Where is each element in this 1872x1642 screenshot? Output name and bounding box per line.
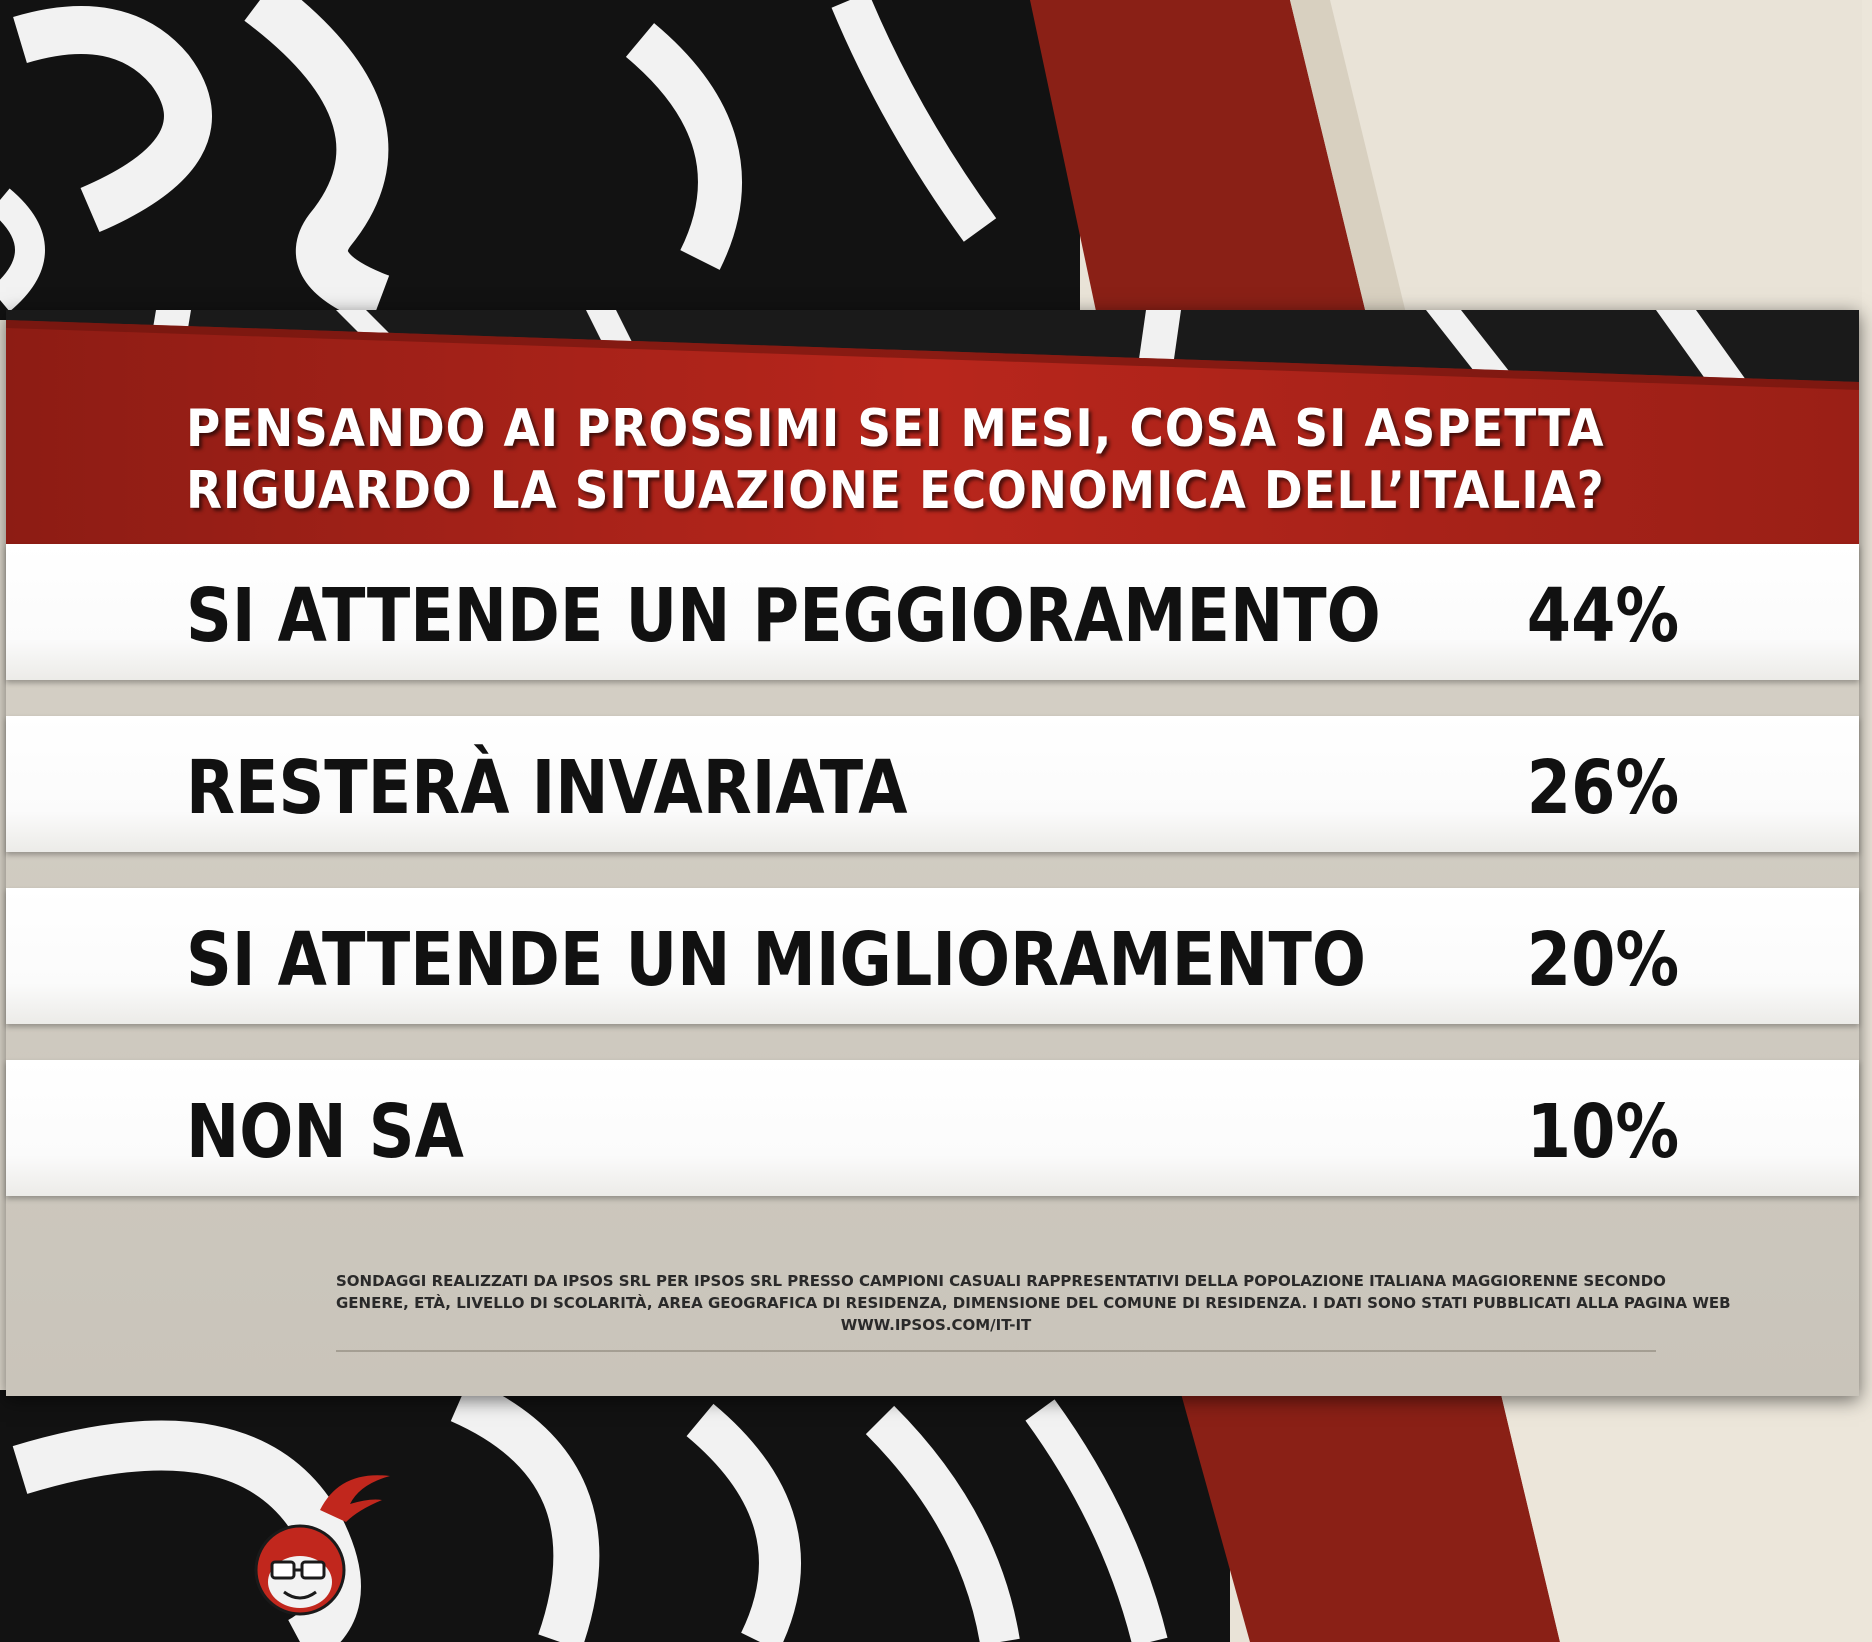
table-row: SI ATTENDE UN MIGLIORAMENTO 20% <box>6 888 1859 1024</box>
question-title: PENSANDO AI PROSSIMI SEI MESI, COSA SI A… <box>186 398 1604 522</box>
row-label: NON SA <box>186 1089 464 1175</box>
row-label: SI ATTENDE UN MIGLIORAMENTO <box>186 917 1366 1003</box>
row-value: 26% <box>1526 745 1679 831</box>
source-footnote: SONDAGGI REALIZZATI DA IPSOS SRL PER IPS… <box>336 1270 1731 1336</box>
question-header: PENSANDO AI PROSSIMI SEI MESI, COSA SI A… <box>6 310 1859 544</box>
table-row: SI ATTENDE UN PEGGIORAMENTO 44% <box>6 544 1859 680</box>
row-label: SI ATTENDE UN PEGGIORAMENTO <box>186 573 1381 659</box>
question-line-1: PENSANDO AI PROSSIMI SEI MESI, COSA SI A… <box>186 399 1605 459</box>
poll-panel: PENSANDO AI PROSSIMI SEI MESI, COSA SI A… <box>6 310 1859 1396</box>
table-row: NON SA 10% <box>6 1060 1859 1196</box>
table-row: RESTERÀ INVARIATA 26% <box>6 716 1859 852</box>
footnote-line-2: GENERE, ETÀ, LIVELLO DI SCOLARITÀ, AREA … <box>336 1294 1731 1312</box>
row-value: 20% <box>1526 917 1679 1003</box>
row-value: 10% <box>1526 1089 1679 1175</box>
mascot-logo-icon <box>254 1475 390 1616</box>
row-label: RESTERÀ INVARIATA <box>186 745 908 831</box>
row-value: 44% <box>1526 573 1679 659</box>
footnote-line-3: WWW.IPSOS.COM/IT-IT <box>840 1316 1032 1334</box>
header-background <box>6 310 1859 544</box>
question-line-2: RIGUARDO LA SITUAZIONE ECONOMICA DELL’IT… <box>186 461 1605 521</box>
footnote-divider <box>336 1350 1656 1352</box>
footnote-line-1: SONDAGGI REALIZZATI DA IPSOS SRL PER IPS… <box>336 1272 1666 1290</box>
